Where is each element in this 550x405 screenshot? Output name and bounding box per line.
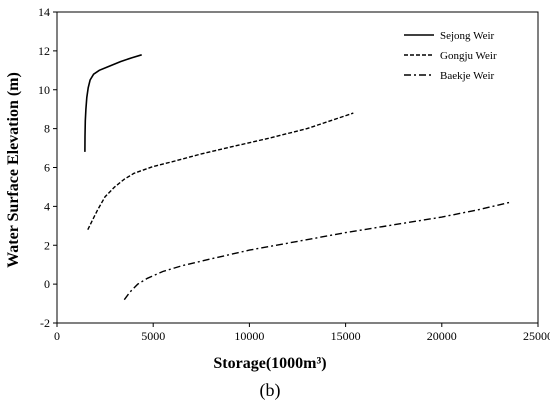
series-line-3 (123, 201, 510, 301)
series-line-1 (84, 54, 142, 152)
x-axis-label: Storage(1000m³) (213, 355, 326, 372)
legend-label-1: Sejong Weir (440, 30, 495, 42)
x-tick-label: 25000 (523, 329, 550, 343)
y-tick-label: 6 (44, 161, 50, 175)
x-tick-label: 10000 (234, 329, 264, 343)
x-tick-label: 0 (54, 329, 60, 343)
legend-label-3: Baekje Weir (440, 70, 495, 82)
y-tick-label: 10 (38, 83, 50, 97)
y-tick-label: 0 (44, 277, 50, 291)
y-tick-label: 8 (44, 122, 50, 136)
x-tick-label: 5000 (141, 329, 165, 343)
y-tick-label: 12 (38, 44, 50, 58)
y-axis-label: Water Surface Elevation (m) (5, 72, 22, 268)
y-tick-label: 4 (44, 199, 50, 213)
panel-label: (b) (260, 380, 281, 401)
y-tick-label: -2 (40, 316, 50, 330)
x-tick-label: 20000 (427, 329, 457, 343)
legend-label-2: Gongju Weir (440, 50, 497, 62)
y-tick-label: 2 (44, 238, 50, 252)
series-line-2 (87, 112, 354, 231)
x-tick-label: 15000 (331, 329, 361, 343)
y-tick-label: 14 (38, 5, 50, 19)
